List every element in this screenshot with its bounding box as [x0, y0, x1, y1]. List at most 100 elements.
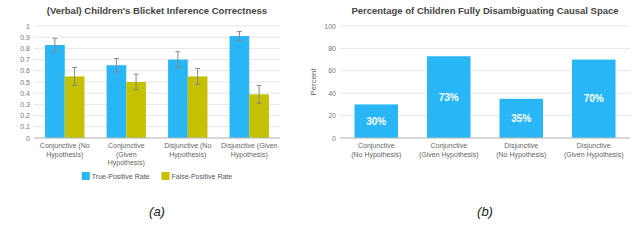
error-bar-line	[197, 69, 198, 85]
legend-label: True-Positive Rate	[92, 173, 150, 180]
error-bar	[134, 74, 139, 90]
error-bar-cap	[195, 68, 200, 69]
error-bar	[195, 69, 200, 85]
grid-line	[340, 26, 630, 27]
legend-swatch	[162, 172, 170, 180]
error-bar-line	[54, 38, 55, 51]
plot-area	[45, 32, 269, 138]
x-tick-label-line: (Given Hypothesis)	[419, 151, 479, 159]
grid-line	[34, 26, 280, 27]
error-bar-cap	[72, 85, 77, 86]
bar	[107, 65, 127, 138]
figure: (Verbal) Children's Blicket Inference Co…	[0, 0, 640, 225]
data-label: 30%	[366, 116, 386, 127]
subtitle: (b)	[477, 204, 493, 219]
x-tick-label-line: Hypothesis)	[108, 159, 145, 167]
y-tick-label: 1	[26, 23, 30, 30]
error-bar	[257, 85, 262, 103]
chart-title: Percentage of Children Fully Disambiguat…	[351, 5, 618, 16]
grid-line	[340, 138, 630, 139]
x-tick-label: Disjunctive (GivenHypothesis)	[221, 142, 278, 159]
x-tick-label: Conjunctive(No Hypothesis)	[351, 142, 401, 159]
error-bar-cap	[134, 89, 139, 90]
error-bar-cap	[195, 84, 200, 85]
grid-line	[34, 138, 280, 139]
bar	[355, 104, 399, 138]
x-axis-line	[34, 138, 280, 139]
data-label: 70%	[584, 93, 604, 104]
data-label: 35%	[511, 113, 531, 124]
y-tick-label: 60	[328, 67, 336, 74]
error-bar-line	[116, 58, 117, 71]
x-tick-label: Conjunctive (NoHypothesis)	[40, 142, 90, 159]
error-bar-cap	[114, 71, 119, 72]
x-axis-line	[340, 138, 630, 139]
error-bar	[52, 38, 57, 51]
error-bar-line	[239, 32, 240, 41]
bar	[188, 76, 208, 138]
x-tick-label-line: Hypothesis)	[231, 151, 268, 159]
x-tick-label-line: Disjunctive (No	[164, 142, 211, 150]
bar	[65, 76, 85, 138]
x-tick-label-line: Hypothesis)	[46, 151, 83, 159]
y-tick-label: 0.5	[20, 79, 30, 86]
y-tick-label: 0.2	[20, 112, 30, 119]
bar	[427, 56, 471, 138]
bar	[500, 99, 544, 138]
x-tick-label: Conjunctive(Given Hypothesis)	[419, 142, 479, 159]
x-tick-label: Disjunctive(No Hypothesis)	[496, 142, 546, 159]
bar	[230, 36, 250, 138]
y-tick-label: 0.1	[20, 123, 30, 130]
error-bar-cap	[257, 103, 262, 104]
y-tick-label: 0	[26, 135, 30, 142]
legend-swatch	[82, 172, 90, 180]
error-bar-cap	[72, 67, 77, 68]
error-bar-cap	[114, 58, 119, 59]
x-tick-label-line: (No Hypothesis)	[496, 151, 546, 159]
error-bar	[72, 67, 77, 85]
y-tick-label: 20	[328, 112, 336, 119]
x-tick-label-line: Conjunctive (No	[40, 142, 90, 150]
error-bar-cap	[175, 51, 180, 52]
y-tick-label: 0.8	[20, 45, 30, 52]
error-bar-cap	[175, 67, 180, 68]
error-bar	[175, 52, 180, 68]
error-bar-cap	[257, 85, 262, 86]
y-tick-label: 0.9	[20, 34, 30, 41]
error-bar-line	[74, 67, 75, 85]
error-bar-cap	[52, 38, 57, 39]
x-tick-label-line: Disjunctive	[504, 142, 538, 150]
x-tick-label-line: Conjunctive	[358, 142, 395, 150]
error-bar	[237, 32, 242, 41]
error-bar-cap	[237, 40, 242, 41]
x-tick-label: Conjunctive(GivenHypothesis)	[108, 142, 145, 167]
grid-line	[340, 48, 630, 49]
x-tick-label-line: Disjunctive	[577, 142, 611, 150]
legend-label: False-Positive Rate	[172, 173, 233, 180]
y-tick-label: 0	[332, 135, 336, 142]
y-tick-label: 0.3	[20, 101, 30, 108]
error-bar-line	[177, 52, 178, 68]
plot-area	[355, 56, 616, 138]
chart: (Verbal) Children's Blicket Inference Co…	[20, 5, 280, 219]
y-axis-label: Percent	[309, 67, 318, 95]
error-bar-line	[259, 85, 260, 103]
error-bar-cap	[237, 31, 242, 32]
x-tick-label-line: (Given Hypothesis)	[564, 151, 624, 159]
y-tick-label: 0.7	[20, 56, 30, 63]
legend: True-Positive Rate False-Positive Rate	[82, 172, 233, 180]
bar	[126, 82, 146, 138]
y-tick-label: 0.6	[20, 67, 30, 74]
chart: Percentage of Children Fully Disambiguat…	[309, 5, 630, 219]
x-tick-label-line: (No Hypothesis)	[351, 151, 401, 159]
chart-title: (Verbal) Children's Blicket Inference Co…	[47, 5, 267, 16]
error-bar	[114, 58, 119, 71]
x-tick-label-line: Conjunctive	[108, 142, 145, 150]
bar	[168, 60, 188, 138]
data-label: 73%	[439, 92, 459, 103]
x-tick-label: Disjunctive(Given Hypothesis)	[564, 142, 624, 159]
x-tick-label-line: Hypothesis)	[169, 151, 206, 159]
y-tick-label: 0.4	[20, 90, 30, 97]
error-bar-line	[136, 74, 137, 90]
y-tick-label: 40	[328, 90, 336, 97]
